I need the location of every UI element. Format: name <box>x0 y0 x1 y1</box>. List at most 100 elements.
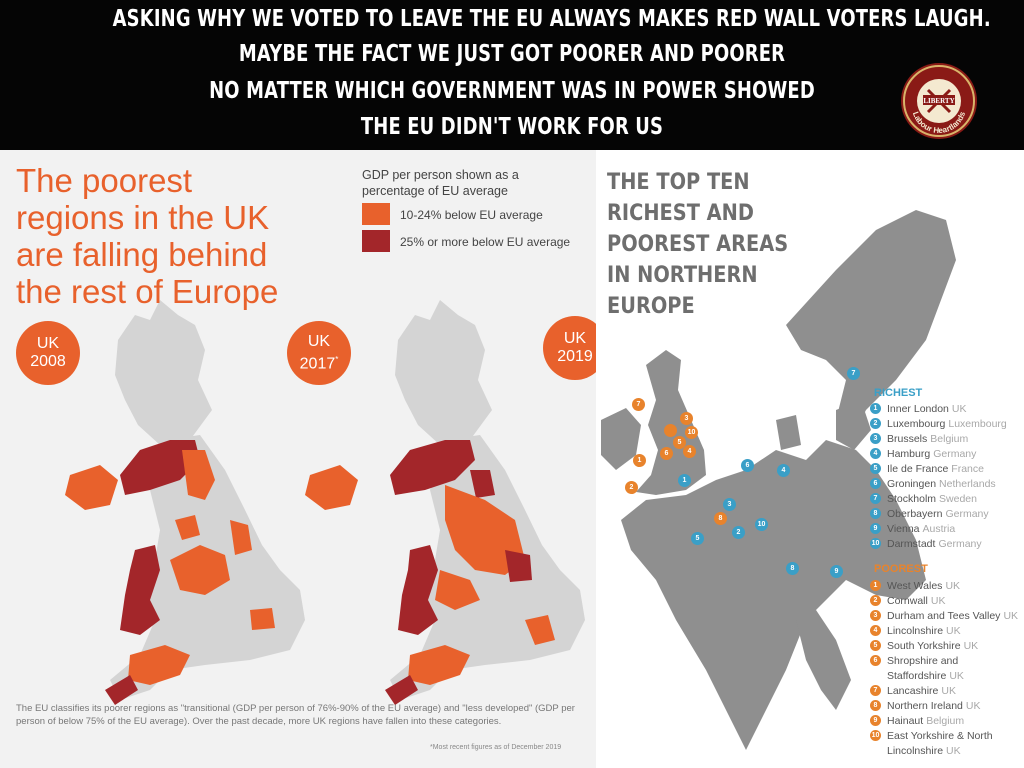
rich-country-name: Austria <box>922 522 956 535</box>
southwest <box>128 645 190 685</box>
left-title: The poorest regions in the UK are fallin… <box>16 162 336 310</box>
recent-figures-note: *Most recent figures as of December 2019 <box>430 744 562 751</box>
poor-country-name: UK <box>945 579 961 592</box>
legend-swatch-red <box>362 230 390 252</box>
rich-list-item: 5 Ile de France France <box>870 461 984 476</box>
rich-list-item: 1 Inner London UK <box>870 401 966 416</box>
badge-asterisk: * <box>335 354 339 364</box>
poor-list-item: 10 East Yorkshire & North <box>870 728 996 743</box>
marker-rich-10: 10 <box>755 518 768 531</box>
europe-map <box>601 210 956 750</box>
poor-number-badge: 5 <box>870 640 881 651</box>
badge-year: 2017 <box>299 355 336 373</box>
continent <box>621 440 926 750</box>
poor-number-badge: 2 <box>870 595 881 606</box>
poor-list-item: 5 South Yorkshire UK <box>870 638 978 653</box>
north-scotland-region <box>120 440 200 495</box>
poor-country-name: UK <box>1003 609 1019 622</box>
rich-region-name: Darmstadt <box>887 537 936 550</box>
poor-country-name: UK <box>941 684 956 697</box>
banner-line-1: ASKING WHY WE VOTED TO LEAVE THE EU ALWA… <box>112 6 991 32</box>
right-title-line: THE TOP TEN <box>607 170 750 195</box>
east <box>525 615 555 645</box>
liberty-logo: LIBERTY Labour Heartlands <box>901 63 977 139</box>
marker-rich-9: 9 <box>830 565 843 578</box>
poor-list-item: 4 Lincolnshire UK <box>870 623 961 638</box>
banner-line-3: NO MATTER WHICH GOVERNMENT WAS IN POWER … <box>209 78 815 104</box>
rich-list-item: 6 Groningen Netherlands <box>870 476 996 491</box>
scotland <box>395 300 492 445</box>
rich-region-name: Stockholm <box>887 492 937 505</box>
poor-list-item: 8 Northern Ireland UK <box>870 698 980 713</box>
badge-uk-2017: UK 2017* <box>287 321 351 385</box>
banner-line-2: MAYBE THE FACT WE JUST GOT POORER AND PO… <box>238 41 786 67</box>
poor-region-name: South Yorkshire <box>887 639 961 652</box>
ireland <box>601 408 641 470</box>
left-title-line: The poorest <box>16 162 193 199</box>
marker-rich-3: 3 <box>723 498 736 511</box>
uk-map-2008 <box>65 300 305 705</box>
poor-list-item: 3 Durham and Tees Valley UK <box>870 608 1018 623</box>
northern-ireland <box>305 465 358 510</box>
poor-number-badge: 6 <box>870 655 881 666</box>
rich-region-name: Ile de France <box>887 462 949 475</box>
poor-number-badge: 9 <box>870 715 881 726</box>
uk-maps-graphic <box>65 300 585 705</box>
lincolnshire <box>230 520 252 555</box>
badge-line: 2017* <box>287 351 351 373</box>
marker-poor-4: 4 <box>683 445 696 458</box>
poor-country-name: UK <box>946 624 961 637</box>
rich-region-name: Groningen <box>887 477 937 490</box>
rich-region-name: Inner London <box>887 402 949 415</box>
midlands <box>435 570 480 610</box>
badge-line: 2019 <box>557 348 593 365</box>
legend-heading-line: percentage of EU average <box>362 184 508 198</box>
rich-number-badge: 9 <box>870 523 881 534</box>
right-title-line: EUROPE <box>607 294 695 319</box>
badge-line: UK <box>307 332 331 350</box>
legend-swatch-orange <box>362 203 390 225</box>
rich-country-name: Germany <box>938 537 982 550</box>
poor-country-name: UK <box>965 699 981 712</box>
rich-number-badge: 7 <box>870 493 881 504</box>
poor-region-name: Staffordshire <box>887 669 947 682</box>
north-east <box>470 470 495 498</box>
poor-region-name: Lancashire <box>887 684 939 697</box>
poor-region-name: Northern Ireland <box>887 699 963 712</box>
badge-uk-2008: UK 2008 <box>16 321 80 385</box>
rich-region-name: Vienna <box>887 522 920 535</box>
marker-rich-1: 1 <box>678 474 691 487</box>
yorkshire <box>175 515 200 540</box>
legend-label-red: 25% or more below EU average <box>400 235 571 249</box>
poor-list-item: 9 Hainaut Belgium <box>870 713 964 728</box>
badge-line: UK <box>36 335 60 352</box>
denmark <box>776 415 801 450</box>
poor-region-name: Shropshire and <box>887 654 959 667</box>
rich-list-item: 2 Luxembourg Luxembourg <box>870 416 1007 431</box>
legend-heading-line: GDP per person shown as a <box>362 168 519 182</box>
wales <box>120 545 160 635</box>
southwest <box>408 645 470 685</box>
lincolnshire <box>505 550 532 582</box>
rich-number-badge: 3 <box>870 433 881 444</box>
poor-number-badge: 4 <box>870 625 881 636</box>
right-title-line: POOREST AREAS <box>607 232 789 257</box>
marker-rich-6: 6 <box>741 459 754 472</box>
italy <box>796 610 851 710</box>
marker-poor-1: 1 <box>633 454 646 467</box>
left-title-line: the rest of Europe <box>16 273 279 310</box>
rich-country-name: Netherlands <box>939 477 996 490</box>
left-title-line: regions in the UK <box>16 199 270 236</box>
scotland <box>115 300 212 445</box>
rich-country-name: Germany <box>945 507 989 520</box>
rich-number-badge: 8 <box>870 508 881 519</box>
marker-poor-2: 2 <box>625 481 638 494</box>
rich-number-badge: 1 <box>870 403 881 414</box>
poor-number-badge: 3 <box>870 610 881 621</box>
marker-rich-5: 5 <box>691 532 704 545</box>
poor-list-item: 6 Shropshire and <box>870 653 961 668</box>
rich-region-name: Luxembourg <box>887 417 946 430</box>
rich-list-item: 10 Darmstadt Germany <box>870 536 982 551</box>
rich-country-name: France <box>951 462 984 475</box>
rich-country-name: Belgium <box>930 432 969 445</box>
